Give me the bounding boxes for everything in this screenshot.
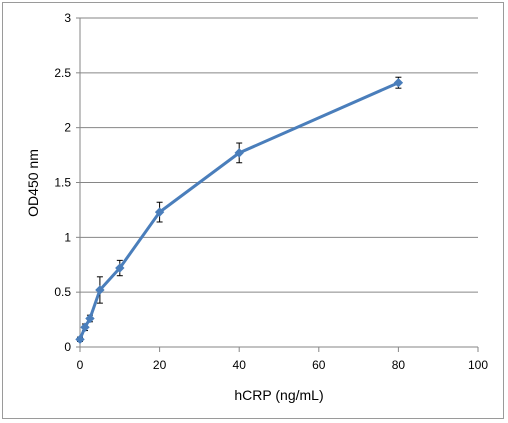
data-points <box>75 77 404 345</box>
data-point <box>95 285 105 295</box>
data-point <box>75 334 85 345</box>
y-axis-label: OD450 nm <box>25 149 41 217</box>
error-bars <box>77 76 402 343</box>
y-tick-label: 1 <box>64 230 71 244</box>
x-tick-label: 60 <box>312 358 326 372</box>
gridlines <box>80 17 478 293</box>
data-point <box>154 207 165 217</box>
x-tick-label: 0 <box>77 358 84 372</box>
series-line <box>78 81 400 341</box>
y-axis-ticks: 0 0.5 1 1.5 2 2.5 3 <box>54 11 80 354</box>
y-tick-label: 1.5 <box>54 176 71 190</box>
x-tick-label: 40 <box>233 358 247 372</box>
x-axis-ticks: 0 20 40 60 80 100 <box>77 347 488 372</box>
chart-frame <box>2 2 504 419</box>
data-point <box>115 263 125 273</box>
y-tick-label: 2 <box>64 121 71 135</box>
data-point <box>80 322 90 332</box>
data-point <box>393 77 404 88</box>
y-tick-label: 2.5 <box>54 66 71 80</box>
x-axis-label: hCRP (ng/mL) <box>234 387 323 403</box>
data-point <box>234 148 244 158</box>
x-tick-label: 100 <box>468 358 488 372</box>
x-tick-label: 20 <box>153 358 167 372</box>
data-point <box>85 313 95 324</box>
x-tick-label: 80 <box>392 358 406 372</box>
series-lines <box>78 81 400 341</box>
y-tick-label: 3 <box>64 11 71 25</box>
y-tick-label: 0 <box>64 340 71 354</box>
y-tick-label: 0.5 <box>54 285 71 299</box>
